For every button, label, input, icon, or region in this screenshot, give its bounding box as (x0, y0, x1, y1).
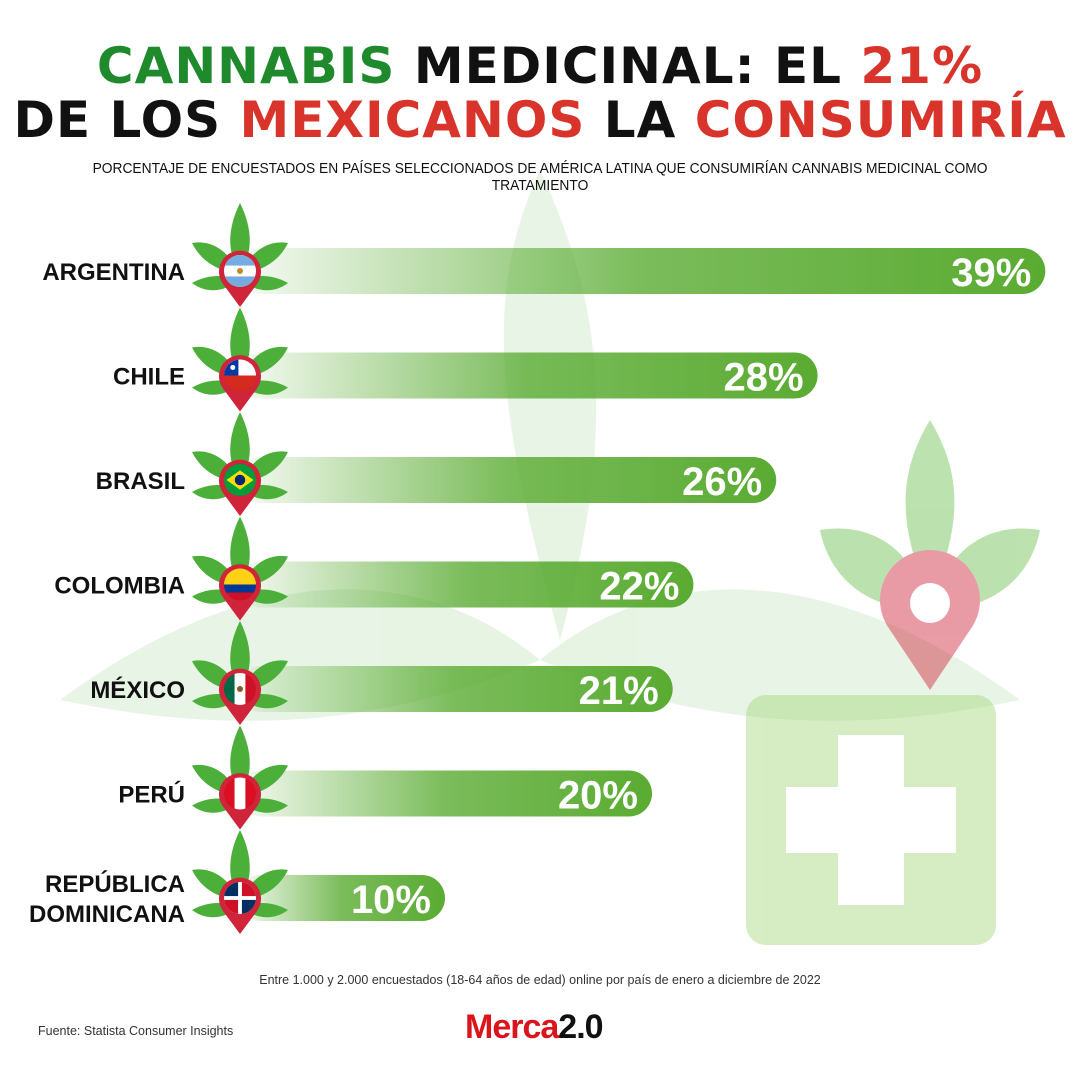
chile-flag-icon (224, 359, 256, 392)
bar (238, 457, 777, 503)
bar-value-label: 39% (951, 251, 1031, 295)
bar-row: 26% BRASIL (96, 412, 777, 516)
bar (238, 666, 673, 712)
bar-value-label: 26% (682, 460, 762, 504)
bar (238, 352, 818, 399)
title-segment: MEXICANOS (239, 91, 586, 149)
map-pin-decoration-icon (820, 420, 1040, 690)
title-segment: CANNABIS (96, 37, 396, 95)
merca20-logo: Merca2.0 (465, 1008, 604, 1046)
category-label: PERÚ (118, 781, 185, 809)
brasil-flag-icon (224, 464, 256, 496)
title-line-1: CANNABIS MEDICINAL: EL 21% (0, 38, 1080, 94)
title-segment: MEDICINAL: EL (395, 37, 861, 95)
medical-cross-icon (746, 695, 996, 945)
category-label: CHILE (113, 364, 185, 391)
bar-row: 22% COLOMBIA (54, 516, 694, 621)
source: Fuente: Statista Consumer Insights (38, 1024, 234, 1038)
bar-value-label: 22% (599, 565, 679, 609)
title-segment: CONSUMIRÍA (694, 91, 1067, 149)
republica-dominicana-flag-icon (224, 882, 256, 914)
bar-value-label: 10% (351, 878, 431, 922)
bar-value-label: 20% (558, 774, 638, 818)
mexico-flag-icon (224, 673, 256, 705)
bar-row: 20% PERÚ (118, 725, 652, 830)
category-label: BRASIL (96, 468, 185, 495)
peru-flag-icon (224, 777, 256, 810)
category-label: COLOMBIA (54, 573, 185, 600)
bar (238, 561, 694, 608)
bar-row: 39% ARGENTINA (42, 203, 1046, 307)
category-label: MÉXICO (90, 676, 185, 704)
category-label: REPÚBLICA DOMINICANA (29, 870, 185, 928)
colombia-flag-icon (224, 568, 256, 601)
bar-row: 21% MÉXICO (90, 621, 673, 725)
bar (238, 248, 1046, 294)
bar-row: 28% CHILE (113, 307, 818, 412)
title-segment: DE LOS (13, 91, 240, 149)
category-label: ARGENTINA (42, 259, 185, 286)
subtitle: PORCENTAJE DE ENCUESTADOS EN PAÍSES SELE… (92, 160, 988, 194)
bar (238, 875, 445, 921)
bar-value-label: 28% (724, 356, 804, 400)
bar (238, 770, 652, 817)
title-line-2: DE LOS MEXICANOS LA CONSUMIRÍA (0, 92, 1080, 148)
title-segment: LA (585, 91, 695, 149)
bar-value-label: 21% (579, 669, 659, 713)
bar-row: 10% REPÚBLICA DOMINICANA (29, 830, 445, 934)
argentina-flag-icon (224, 255, 256, 287)
footnote: Entre 1.000 y 2.000 encuestados (18-64 a… (259, 973, 821, 987)
title-segment: 21% (860, 37, 984, 95)
